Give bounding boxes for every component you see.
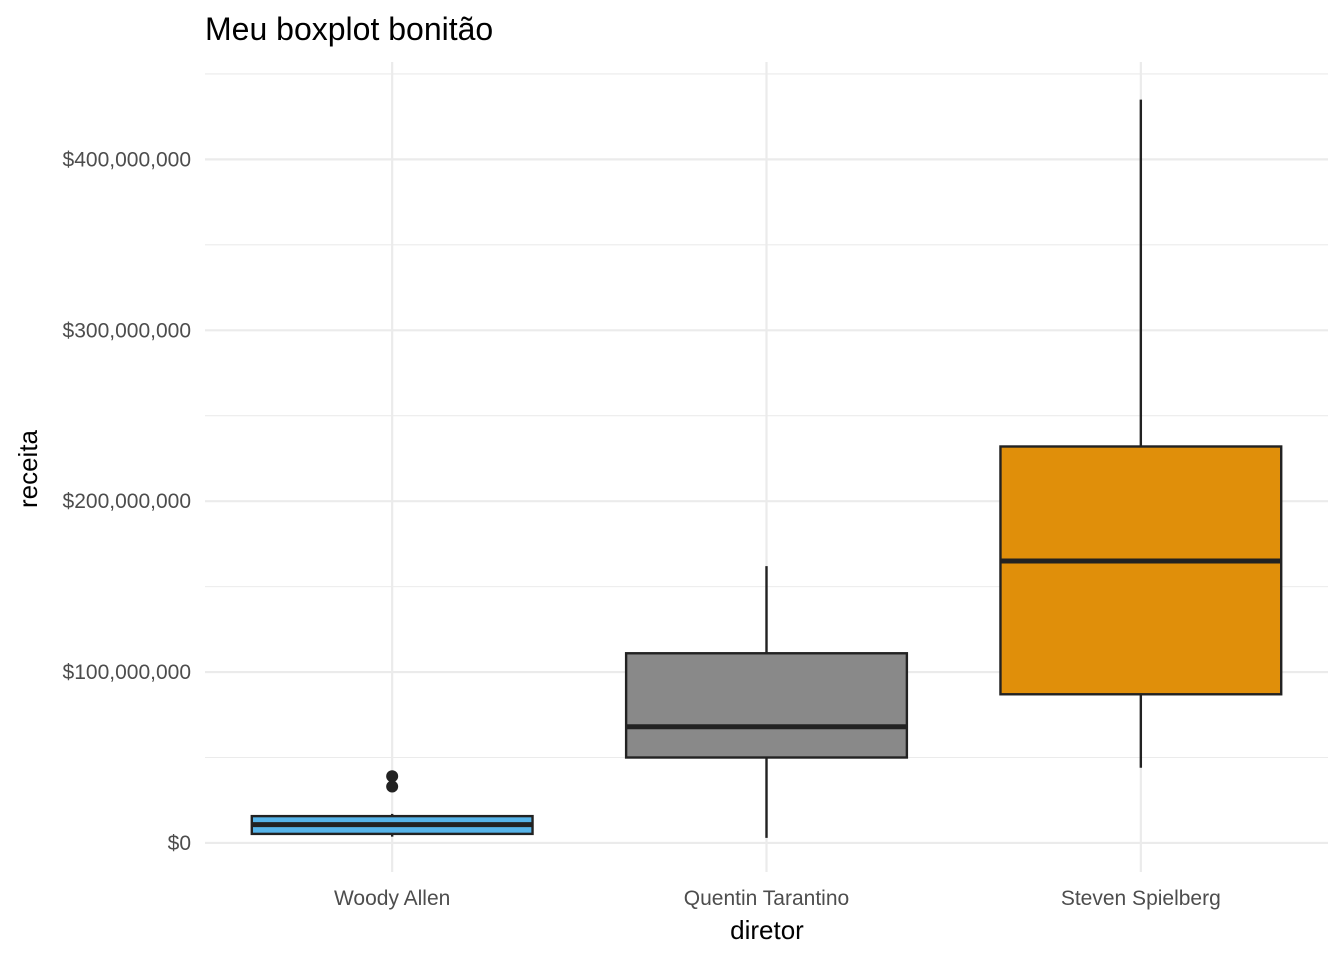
box-group (250, 770, 534, 837)
box-iqr (999, 445, 1283, 696)
y-tick-label: $300,000,000 (63, 319, 191, 342)
outlier-point (386, 770, 399, 783)
box-iqr (624, 652, 909, 759)
box-group (999, 99, 1283, 768)
y-tick-label: $100,000,000 (63, 661, 191, 684)
y-axis-ticks: $0 $100,000,000 $200,000,000 $300,000,000 $4… (63, 148, 191, 855)
chart-title: Meu boxplot bonitão (205, 11, 493, 47)
x-tick-label: Quentin Tarantino (684, 887, 849, 910)
box-group (624, 566, 909, 838)
x-axis-ticks: Woody Allen Quentin Tarantino Steven Spiel… (334, 887, 1221, 910)
y-tick-label: $400,000,000 (63, 148, 191, 171)
boxes (250, 99, 1283, 838)
y-tick-label: $200,000,000 (63, 490, 191, 513)
y-tick-label: $0 (168, 832, 191, 855)
x-tick-label: Steven Spielberg (1061, 887, 1221, 910)
y-axis-title: receita (13, 429, 43, 508)
x-tick-label: Woody Allen (334, 887, 450, 910)
outlier-point (386, 780, 399, 793)
x-axis-title: diretor (730, 915, 804, 945)
